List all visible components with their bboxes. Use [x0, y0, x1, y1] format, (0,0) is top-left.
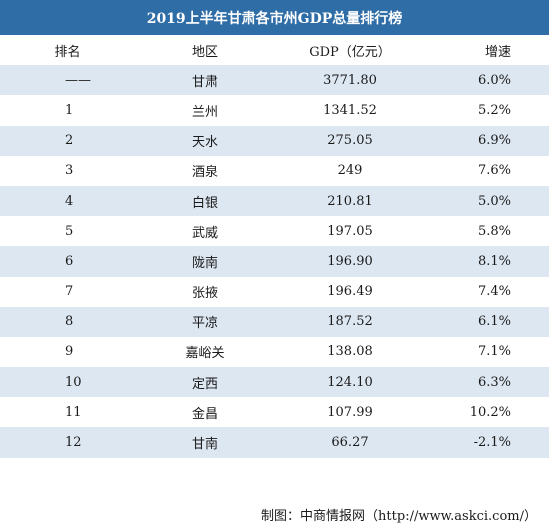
table-row: 3 酒泉 249 7.6% — [0, 155, 549, 186]
header-growth: 增速 — [484, 44, 511, 60]
region-cell: 兰州 — [191, 104, 218, 120]
rank-cell: 2 — [65, 133, 74, 149]
gdp-cell: 107.99 — [327, 404, 373, 420]
gdp-table: 排名 地区 GDP（亿元） 增速 —— 甘肃 3771.80 6.0% 1 兰州 1341.… — [0, 35, 549, 458]
growth-cell: 6.3% — [477, 374, 511, 390]
rank-cell: 9 — [65, 344, 74, 360]
region-cell: 金昌 — [191, 406, 218, 422]
growth-cell: 6.0% — [477, 72, 511, 88]
gdp-cell: 187.52 — [327, 314, 373, 330]
table-row: 4 白银 210.81 5.0% — [0, 185, 549, 217]
table-row: 7 张掖 196.49 7.4% — [0, 276, 549, 307]
growth-cell: 5.2% — [477, 102, 511, 118]
growth-cell: 7.4% — [477, 284, 511, 300]
gdp-cell: 197.05 — [327, 223, 373, 239]
region-cell: 酒泉 — [191, 165, 218, 181]
region-cell: 甘肃 — [191, 74, 218, 90]
rank-cell: 1 — [65, 102, 74, 118]
rank-cell: 12 — [65, 435, 82, 451]
region-cell: 平凉 — [191, 316, 218, 332]
header-rank: 排名 — [54, 44, 81, 60]
gdp-cell: 210.81 — [327, 193, 373, 209]
growth-cell: 6.9% — [477, 133, 511, 149]
growth-cell: 6.1% — [477, 314, 511, 330]
gdp-cell: 196.90 — [327, 253, 373, 269]
gdp-cell: 66.27 — [331, 435, 369, 451]
gdp-cell: 138.08 — [327, 344, 373, 360]
growth-cell: 5.0% — [477, 193, 511, 209]
rank-cell: 5 — [65, 223, 74, 239]
header-region: 地区 — [191, 44, 218, 60]
rank-cell: 7 — [65, 284, 74, 300]
rank-cell: —— — [65, 72, 91, 88]
gdp-cell: 3771.80 — [323, 72, 377, 88]
growth-cell: 7.6% — [477, 163, 511, 179]
region-cell: 嘉峪关 — [185, 346, 225, 362]
table-row: 1 兰州 1341.52 5.2% — [0, 95, 549, 126]
rank-cell: 10 — [65, 374, 82, 390]
source-note: 制图：中商情报网（http://www.askci.com/） — [261, 508, 537, 524]
growth-cell: 8.1% — [477, 253, 511, 269]
growth-cell: 5.8% — [477, 223, 511, 239]
rank-cell: 3 — [65, 163, 74, 179]
region-cell: 张掖 — [191, 286, 218, 302]
growth-cell: 10.2% — [469, 404, 511, 420]
gdp-cell: 196.49 — [327, 284, 373, 300]
table-row: 10 定西 124.10 6.3% — [0, 367, 549, 398]
table-row: —— 甘肃 3771.80 6.0% — [0, 65, 549, 96]
rank-cell: 11 — [65, 404, 82, 420]
table-row: 5 武威 197.05 5.8% — [0, 216, 549, 247]
region-cell: 甘南 — [191, 437, 218, 453]
header-gdp: GDP（亿元） — [309, 44, 391, 60]
table-row: 6 陇南 196.90 8.1% — [0, 246, 549, 277]
gdp-cell: 1341.52 — [323, 102, 377, 118]
gdp-cell: 249 — [337, 163, 363, 179]
region-cell: 白银 — [191, 195, 218, 211]
table-row: 11 金昌 107.99 10.2% — [0, 397, 549, 428]
region-cell: 陇南 — [191, 255, 218, 271]
table-header-row: 排名 地区 GDP（亿元） 增速 — [0, 35, 549, 66]
rank-cell: 4 — [65, 193, 74, 209]
region-cell: 天水 — [191, 135, 218, 151]
table-row: 2 天水 275.05 6.9% — [0, 125, 549, 156]
growth-cell: 7.1% — [477, 344, 511, 360]
region-cell: 武威 — [191, 225, 218, 241]
table-title: 2019上半年甘肃各市州GDP总量排行榜 — [0, 0, 549, 35]
gdp-cell: 275.05 — [327, 133, 373, 149]
table-row: 9 嘉峪关 138.08 7.1% — [0, 336, 549, 368]
region-cell: 定西 — [191, 376, 218, 392]
rank-cell: 6 — [65, 253, 74, 269]
table-row: 8 平凉 187.52 6.1% — [0, 306, 549, 337]
growth-cell: -2.1% — [473, 435, 511, 451]
gdp-cell: 124.10 — [327, 374, 373, 390]
rank-cell: 8 — [65, 314, 74, 330]
table-row: 12 甘南 66.27 -2.1% — [0, 427, 549, 458]
